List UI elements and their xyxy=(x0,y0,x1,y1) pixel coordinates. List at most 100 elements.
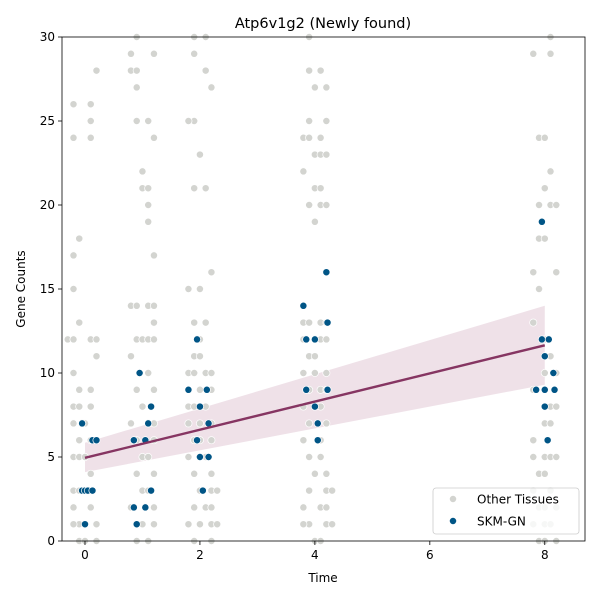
other-tissues-point xyxy=(322,117,331,125)
skm-gn-point xyxy=(310,335,319,344)
skm-gn-point xyxy=(202,385,211,394)
other-tissues-point xyxy=(322,369,331,377)
other-tissues-point xyxy=(69,285,78,293)
other-tissues-point xyxy=(305,453,314,461)
other-tissues-point xyxy=(322,503,331,512)
y-tick-label: 10 xyxy=(40,366,55,380)
other-tissues-point xyxy=(207,503,216,512)
other-tissues-point xyxy=(190,503,199,512)
skm-gn-point xyxy=(193,436,202,445)
other-tissues-point xyxy=(195,385,204,394)
skm-gn-point xyxy=(323,385,332,394)
other-tissues-point xyxy=(529,49,538,58)
y-tick-label: 30 xyxy=(40,30,55,44)
other-tissues-point xyxy=(69,335,78,344)
other-tissues-point xyxy=(552,402,561,411)
y-axis-label: Gene Counts xyxy=(14,250,28,327)
other-tissues-point xyxy=(535,201,543,209)
other-tissues-point xyxy=(190,49,199,58)
y-tick-label: 20 xyxy=(40,198,55,212)
skm-gn-point xyxy=(195,402,204,411)
other-tissues-point xyxy=(150,469,158,478)
other-tissues-point xyxy=(144,453,153,461)
other-tissues-point xyxy=(201,184,210,193)
other-tissues-point xyxy=(69,503,78,512)
other-tissues-point xyxy=(75,318,84,327)
skm-gn-point xyxy=(144,419,153,428)
x-tick-label: 0 xyxy=(81,548,89,562)
other-tissues-point xyxy=(190,469,199,478)
axes xyxy=(61,36,586,542)
y-tick-label: 5 xyxy=(47,450,55,464)
skm-gn-point xyxy=(193,335,202,344)
skm-gn-point xyxy=(550,385,559,394)
skm-gn-point xyxy=(302,335,311,344)
other-tissues-point xyxy=(310,83,319,92)
other-tissues-point xyxy=(69,419,78,428)
other-tissues-point xyxy=(305,318,314,327)
other-tissues-point xyxy=(144,217,153,226)
other-tissues-point xyxy=(69,520,78,529)
skm-gn-point xyxy=(313,419,322,428)
other-tissues-point xyxy=(552,453,561,461)
other-tissues-point xyxy=(190,318,199,327)
other-tissues-point xyxy=(316,184,325,193)
legend-label-other-tissues: Other Tissues xyxy=(477,493,559,507)
other-tissues-point xyxy=(299,520,308,529)
other-tissues-point xyxy=(322,201,331,209)
skm-gn-point xyxy=(198,486,207,495)
other-tissues-point xyxy=(132,469,141,478)
other-tissues-point xyxy=(184,520,193,529)
skm-gn-point xyxy=(204,453,213,461)
other-tissues-point xyxy=(127,352,135,361)
other-tissues-point xyxy=(310,369,319,377)
skm-gn-point xyxy=(540,352,549,361)
other-tissues-point xyxy=(184,419,193,428)
skm-gn-point xyxy=(549,369,558,377)
y-tick-label: 15 xyxy=(40,282,55,296)
other-tissues-point xyxy=(310,469,319,478)
other-tissues-point xyxy=(546,167,555,176)
regression-line xyxy=(84,344,546,460)
other-tissues-point xyxy=(529,453,538,461)
other-tissues-points xyxy=(63,33,561,545)
plot-frame xyxy=(61,36,586,542)
other-tissues-point xyxy=(540,184,549,193)
other-tissues-point xyxy=(310,217,319,226)
skm-gn-point xyxy=(147,402,156,411)
other-tissues-point xyxy=(529,436,538,445)
other-tissues-point xyxy=(127,419,135,428)
other-tissues-point xyxy=(299,369,308,377)
x-ticks: 0 2 4 6 8 xyxy=(81,541,549,562)
other-tissues-point xyxy=(132,301,141,310)
y-tick-label: 0 xyxy=(47,534,55,548)
x-tick-label: 2 xyxy=(196,548,204,562)
other-tissues-point xyxy=(190,369,199,377)
skm-gn-point xyxy=(322,268,331,277)
other-tissues-point xyxy=(92,352,101,361)
other-tissues-point xyxy=(529,318,538,327)
skm-gn-point xyxy=(135,369,144,377)
other-tissues-point xyxy=(75,436,84,445)
other-tissues-point xyxy=(540,234,549,243)
skm-gn-point xyxy=(313,436,322,445)
other-tissues-point xyxy=(207,469,216,478)
legend-marker-other-tissues xyxy=(449,495,457,503)
other-tissues-point xyxy=(552,268,561,277)
other-tissues-point xyxy=(138,167,147,176)
other-tissues-point xyxy=(86,469,95,478)
other-tissues-point xyxy=(75,402,84,411)
other-tissues-point xyxy=(207,436,216,445)
other-tissues-point xyxy=(305,201,314,209)
other-tissues-point xyxy=(150,49,158,58)
other-tissues-point xyxy=(207,268,216,277)
other-tissues-point xyxy=(132,66,141,75)
other-tissues-point xyxy=(92,335,101,344)
legend-frame xyxy=(432,487,580,535)
other-tissues-point xyxy=(195,352,204,361)
other-tissues-point xyxy=(546,419,555,428)
other-tissues-point xyxy=(213,486,222,495)
other-tissues-point xyxy=(299,167,308,176)
skm-gn-point xyxy=(299,301,308,310)
